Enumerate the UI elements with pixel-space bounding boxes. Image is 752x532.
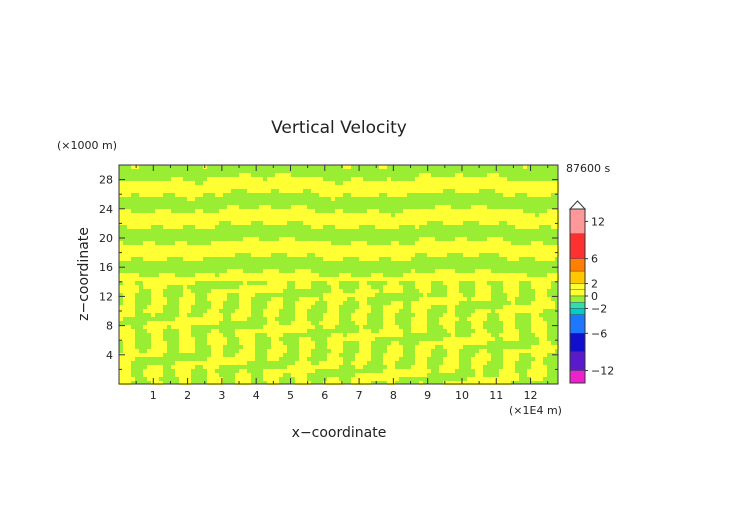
colorbar-band	[569, 370, 586, 384]
colorbar-band	[569, 333, 586, 353]
colorbar-top-arrow	[568, 200, 587, 210]
x-tick-label: 6	[321, 389, 328, 402]
colorbar-label: 2	[591, 278, 598, 291]
colorbar: 12 6 20−2 −6 −12	[568, 200, 614, 384]
field-positive-region	[119, 165, 559, 385]
x-tick-label: 5	[287, 389, 294, 402]
x-tick-label: 11	[489, 389, 503, 402]
chart-title: Vertical Velocity	[271, 118, 407, 138]
x-tick-label: 4	[253, 389, 260, 402]
colorbar-band	[569, 314, 586, 334]
colorbar-band	[569, 289, 586, 297]
x-axis-label: x−coordinate	[292, 425, 387, 441]
y-tick-label: 12	[99, 290, 113, 303]
y-tick-label: 24	[99, 203, 113, 216]
y-axis-ticks: 4 8 12 16 20 24 28	[99, 174, 558, 370]
x-tick-label: 2	[184, 389, 191, 402]
colorbar-label: 0	[591, 290, 598, 303]
y-tick-label: 8	[106, 320, 113, 333]
y-tick-label: 28	[99, 174, 113, 187]
velocity-field	[119, 165, 559, 385]
colorbar-label: −6	[591, 327, 607, 340]
x-tick-label: 8	[390, 389, 397, 402]
colorbar-label: 6	[591, 253, 598, 266]
y-tick-label: 20	[99, 232, 113, 245]
colorbar-label: 12	[591, 215, 605, 228]
y-axis-label: z−coordinate	[76, 227, 92, 321]
x-tick-label: 12	[524, 389, 538, 402]
colorbar-band	[569, 258, 586, 272]
colorbar-band	[569, 283, 586, 290]
colorbar-band	[569, 270, 586, 284]
time-label: 87600 s	[566, 162, 610, 175]
colorbar-band	[569, 295, 586, 303]
colorbar-label: −12	[591, 365, 614, 378]
x-tick-label: 7	[356, 389, 363, 402]
colorbar-band	[569, 351, 586, 371]
y-unit-label: (×1000 m)	[57, 139, 117, 152]
x-tick-label: 1	[150, 389, 157, 402]
x-axis-ticks: 1 2 3 4 5 6 7 8 9 10 11 12	[135, 165, 549, 402]
plot-frame	[118, 164, 559, 385]
x-tick-label: 3	[218, 389, 225, 402]
colorbar-band	[569, 208, 586, 235]
y-tick-label: 16	[99, 261, 113, 274]
colorbar-band	[569, 308, 586, 315]
x-tick-label: 9	[424, 389, 431, 402]
colorbar-band	[569, 233, 586, 259]
colorbar-label: −2	[591, 302, 607, 315]
x-unit-label: (×1E4 m)	[509, 404, 562, 417]
x-tick-label: 10	[455, 389, 469, 402]
colorbar-band	[569, 302, 586, 309]
y-tick-label: 4	[106, 349, 113, 362]
